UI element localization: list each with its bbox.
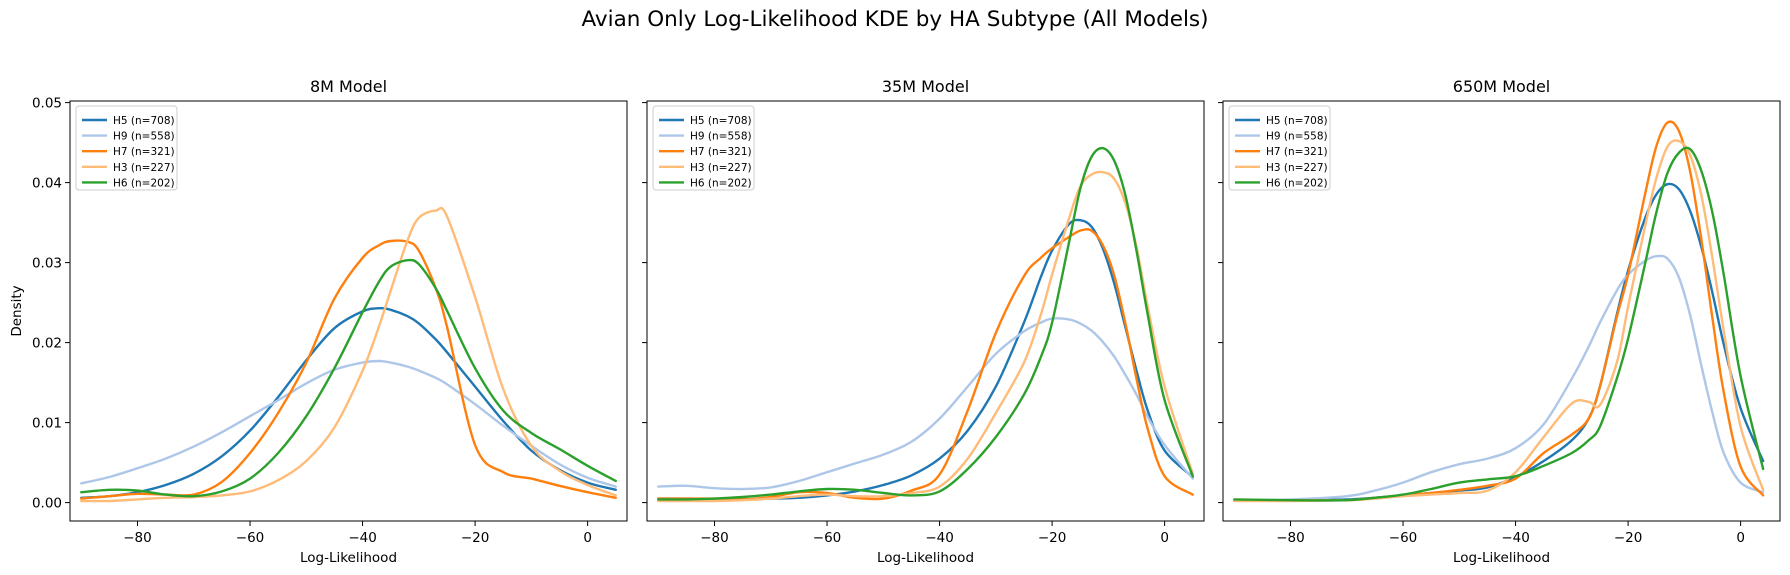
series-line-h5 bbox=[1233, 182, 1765, 502]
x-tick-label: 0 bbox=[1160, 530, 1169, 546]
legend-box bbox=[652, 105, 755, 191]
legend-label-h7: H7 (n=321) bbox=[113, 146, 175, 158]
legend-box bbox=[1228, 105, 1331, 191]
y-tick-label: 0.01 bbox=[32, 416, 62, 432]
series-group bbox=[1233, 120, 1765, 503]
series-group bbox=[80, 206, 617, 503]
series-line-h9 bbox=[1233, 254, 1765, 502]
y-tick-label: 0.00 bbox=[32, 496, 62, 512]
y-axis-label: Density bbox=[9, 285, 25, 336]
series-line-h7 bbox=[657, 228, 1194, 501]
legend-label-h3: H3 (n=227) bbox=[113, 162, 175, 174]
figure-suptitle: Avian Only Log-Likelihood KDE by HA Subt… bbox=[581, 7, 1208, 32]
legend-label-h7: H7 (n=321) bbox=[1266, 146, 1328, 158]
chart-title: 650M Model bbox=[1453, 77, 1550, 96]
series-line-h6 bbox=[657, 146, 1194, 501]
series-group bbox=[657, 146, 1194, 503]
legend: H5 (n=708) H9 (n=558) H7 (n=321) H3 (n=227)… bbox=[75, 105, 178, 191]
series-line-h6 bbox=[1233, 146, 1765, 502]
axes-frame bbox=[1222, 100, 1781, 522]
x-tick-label: −60 bbox=[236, 530, 265, 546]
legend-label-h6: H6 (n=202) bbox=[113, 177, 175, 189]
series-line-h9 bbox=[80, 359, 617, 488]
legend-label-h9: H9 (n=558) bbox=[690, 131, 752, 143]
legend: H5 (n=708) H9 (n=558) H7 (n=321) H3 (n=227)… bbox=[652, 105, 755, 191]
legend-label-h9: H9 (n=558) bbox=[113, 131, 175, 143]
x-tick-label: −20 bbox=[1614, 530, 1643, 546]
legend-label-h3: H3 (n=227) bbox=[690, 162, 752, 174]
x-tick-label: −40 bbox=[348, 530, 377, 546]
series-line-h6 bbox=[80, 258, 617, 498]
x-tick-label: −20 bbox=[461, 530, 490, 546]
legend-label-h6: H6 (n=202) bbox=[1266, 177, 1328, 189]
chart-title: 35M Model bbox=[882, 77, 969, 96]
panels: 8M Model −80 −60 −40 −20 0 0.00 0.01 0.02 0.03 0.0… bbox=[9, 77, 1781, 566]
chart-title: 8M Model bbox=[310, 77, 387, 96]
legend-label-h5: H5 (n=708) bbox=[113, 115, 175, 127]
x-axis-label: Log-Likelihood bbox=[1453, 550, 1550, 566]
legend-box bbox=[75, 105, 178, 191]
x-axis-label: Log-Likelihood bbox=[300, 550, 397, 566]
x-tick-label: −40 bbox=[1501, 530, 1530, 546]
x-axis-label: Log-Likelihood bbox=[877, 550, 974, 566]
legend-label-h7: H7 (n=321) bbox=[690, 146, 752, 158]
legend-label-h9: H9 (n=558) bbox=[1266, 131, 1328, 143]
x-tick-label: −80 bbox=[700, 530, 729, 546]
y-tick-label: 0.03 bbox=[32, 256, 62, 272]
chart-panel-1: 8M Model −80 −60 −40 −20 0 0.00 0.01 0.02 0.03 0.0… bbox=[9, 77, 628, 566]
series-line-h3 bbox=[1233, 139, 1765, 503]
series-line-h9 bbox=[657, 317, 1194, 491]
series-line-h3 bbox=[657, 170, 1194, 503]
axes-frame bbox=[646, 100, 1205, 522]
legend-label-h5: H5 (n=708) bbox=[690, 115, 752, 127]
x-tick-label: −20 bbox=[1038, 530, 1067, 546]
series-line-h3 bbox=[80, 206, 617, 503]
chart-panel-2: 35M Model −80 −60 −40 −20 0 Log-Likelihood H5 (… bbox=[642, 77, 1205, 566]
x-tick-label: −40 bbox=[925, 530, 954, 546]
y-tick-label: 0.04 bbox=[32, 176, 62, 192]
series-line-h5 bbox=[657, 218, 1194, 501]
legend-label-h3: H3 (n=227) bbox=[1266, 162, 1328, 174]
x-tick-label: −80 bbox=[123, 530, 152, 546]
y-tick-label: 0.05 bbox=[32, 96, 62, 112]
axes-frame bbox=[69, 100, 628, 522]
legend-label-h5: H5 (n=708) bbox=[1266, 115, 1328, 127]
legend: H5 (n=708) H9 (n=558) H7 (n=321) H3 (n=227)… bbox=[1228, 105, 1331, 191]
x-tick-label: −60 bbox=[1389, 530, 1418, 546]
y-tick-label: 0.02 bbox=[32, 336, 62, 352]
chart-panel-3: 650M Model −80 −60 −40 −20 0 Log-Likelihood H5 … bbox=[1218, 77, 1781, 566]
x-tick-label: 0 bbox=[583, 530, 592, 546]
x-tick-label: −80 bbox=[1276, 530, 1305, 546]
series-line-h5 bbox=[80, 306, 617, 499]
x-tick-label: 0 bbox=[1736, 530, 1745, 546]
legend-label-h6: H6 (n=202) bbox=[690, 177, 752, 189]
x-tick-label: −60 bbox=[813, 530, 842, 546]
